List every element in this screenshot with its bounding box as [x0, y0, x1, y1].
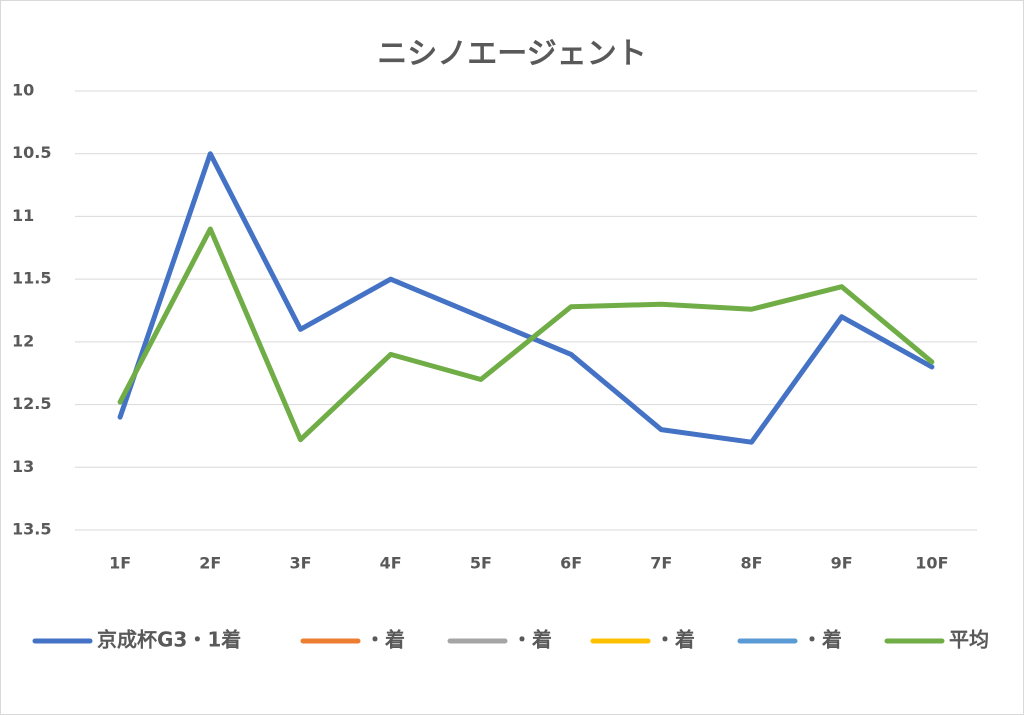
legend-label: 平均 [949, 628, 989, 652]
y-tick-label: 10.5 [12, 143, 51, 162]
x-tick-label: 1F [109, 554, 131, 573]
x-tick-label: 7F [650, 554, 672, 573]
x-tick-label: 3F [289, 554, 311, 573]
x-tick-label: 9F [831, 554, 853, 573]
y-tick-label: 11 [12, 206, 34, 225]
y-tick-label: 10 [12, 81, 34, 100]
x-tick-label: 6F [560, 554, 582, 573]
legend-label: ・着 [802, 628, 842, 652]
y-tick-label: 13.5 [12, 520, 51, 539]
x-tick-label: 2F [199, 554, 221, 573]
legend-label: ・着 [655, 628, 695, 652]
legend-label: 京成杯G3・1着 [97, 628, 241, 652]
y-tick-label: 12.5 [12, 394, 51, 413]
y-tick-label: 11.5 [12, 269, 51, 288]
chart-title: ニシノエージェント [377, 37, 646, 72]
y-tick-label: 12 [12, 331, 34, 350]
series-line [117, 226, 935, 443]
x-tick-label: 10F [915, 554, 948, 573]
legend-label: ・着 [512, 628, 552, 652]
x-tick-label: 8F [740, 554, 762, 573]
x-tick-label: 4F [380, 554, 402, 573]
y-tick-label: 13 [12, 457, 34, 476]
x-tick-label: 5F [470, 554, 492, 573]
series-line [117, 151, 935, 445]
legend-label: ・着 [365, 628, 405, 652]
